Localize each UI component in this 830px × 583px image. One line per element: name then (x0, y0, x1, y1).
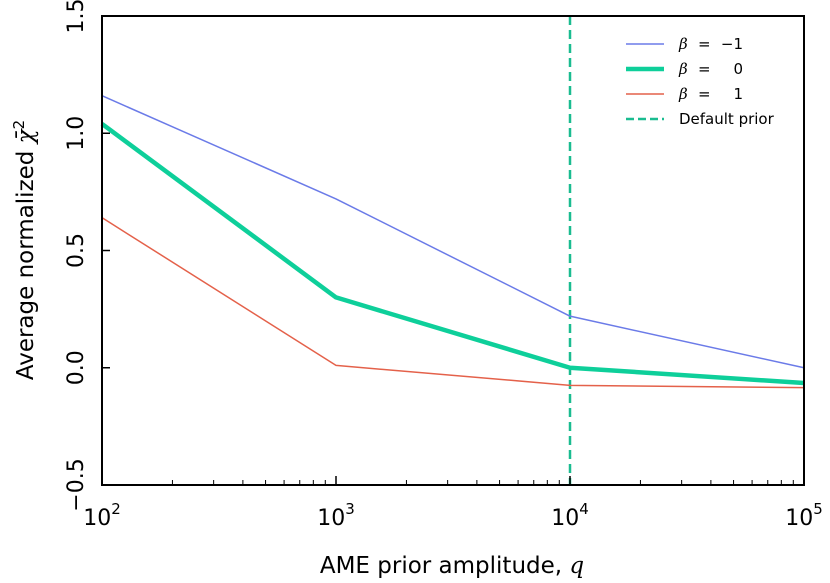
legend: β = −1 β = 0 β = 1 Default prior (626, 35, 775, 128)
series-line-0 (101, 95, 805, 369)
y-tick-label: 1.5 (64, 0, 89, 34)
y-tick-label: −0.5 (64, 458, 89, 511)
series-layer (100, 16, 805, 485)
legend-label-1: β = 0 (678, 60, 743, 78)
y-axis-label: Average normalized χ̄2 (10, 120, 39, 380)
x-tick-label: 105 (785, 500, 823, 531)
legend-label-default-prior: Default prior (679, 110, 775, 128)
x-tick-label: 103 (317, 500, 355, 531)
y-tick-label: 1.0 (64, 116, 89, 151)
x-axis-label: AME prior amplitude, q (320, 553, 584, 579)
y-tick-label: 0.0 (64, 350, 89, 385)
x-tick-label: 102 (83, 500, 121, 531)
legend-label-2: β = 1 (678, 85, 743, 103)
y-tick-label: 0.5 (64, 233, 89, 268)
x-tick-label: 104 (551, 500, 589, 531)
legend-label-0: β = −1 (678, 35, 743, 53)
series-line-1 (100, 122, 805, 386)
series-line-2 (101, 217, 805, 389)
